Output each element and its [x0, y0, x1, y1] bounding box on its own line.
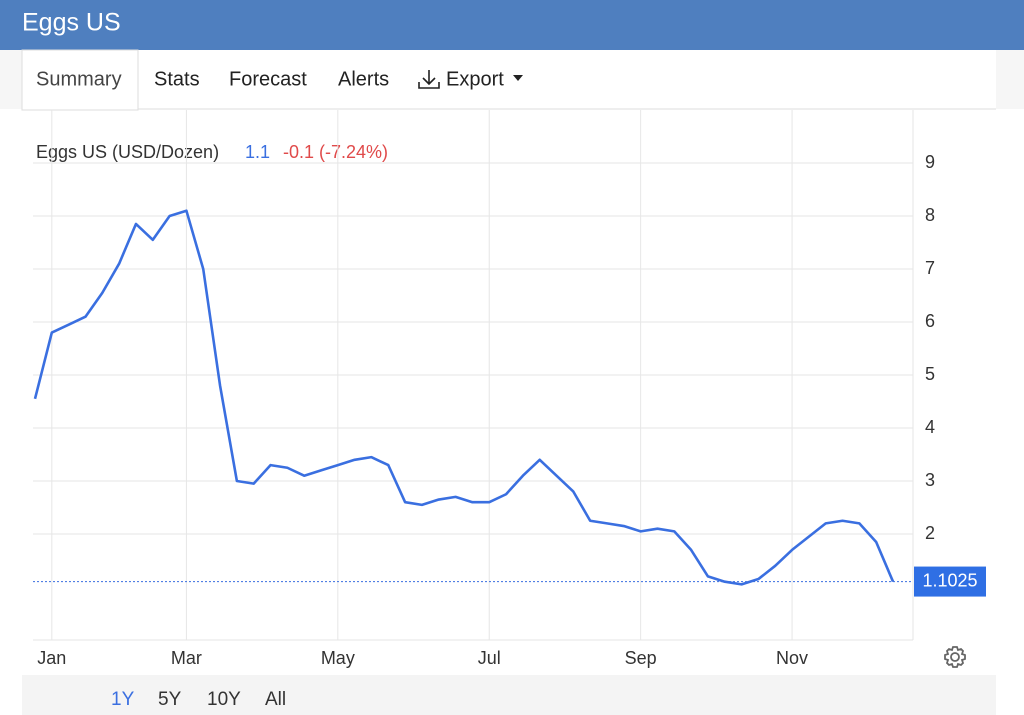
y-tick-label: 6 [925, 311, 935, 331]
y-tick-label: 5 [925, 364, 935, 384]
x-tick-label: Mar [171, 648, 202, 668]
plot: 2 3 4 5 6 7 8 9 Jan Mar May Jul Sep Nov 1.1025 [33, 110, 986, 668]
page-title: Eggs US [22, 9, 121, 37]
range-button[interactable]: All [265, 689, 286, 710]
y-tick-label: 7 [925, 258, 935, 278]
export-icon [418, 70, 440, 89]
active-tab[interactable] [21, 49, 139, 111]
y-tick-label: 9 [925, 152, 935, 172]
range-button[interactable]: 1Y [111, 689, 135, 710]
x-tick-label: Jul [478, 648, 501, 668]
y-tick-label: 2 [925, 523, 935, 543]
last-value-label: 1.1025 [922, 570, 977, 590]
y-tick-label: 4 [925, 417, 935, 437]
range-button[interactable]: 5Y [158, 689, 182, 710]
last-value-tag [914, 566, 986, 597]
x-tick-label: Jan [37, 648, 66, 668]
range-button[interactable]: 10Y [207, 689, 241, 710]
tab[interactable]: Stats [154, 68, 200, 90]
panel [22, 50, 996, 715]
range-bar [22, 675, 996, 715]
settings-icon[interactable] [944, 646, 966, 668]
tab[interactable]: Export [446, 68, 504, 90]
price-change: -0.1 (-7.24%) [283, 142, 388, 162]
x-tick-label: Sep [625, 648, 657, 668]
dropdown-caret [513, 75, 523, 81]
tab[interactable]: Summary [36, 68, 122, 90]
last-price: 1.1 [245, 142, 270, 162]
y-tick-label: 8 [925, 205, 935, 225]
header-bar [0, 0, 1024, 50]
tab[interactable]: Alerts [338, 68, 389, 90]
x-tick-label: Nov [776, 648, 808, 668]
y-tick-label: 3 [925, 470, 935, 490]
series-name: Eggs US (USD/Dozen) [36, 142, 219, 162]
tab[interactable]: Forecast [229, 68, 307, 90]
x-tick-label: May [321, 648, 355, 668]
